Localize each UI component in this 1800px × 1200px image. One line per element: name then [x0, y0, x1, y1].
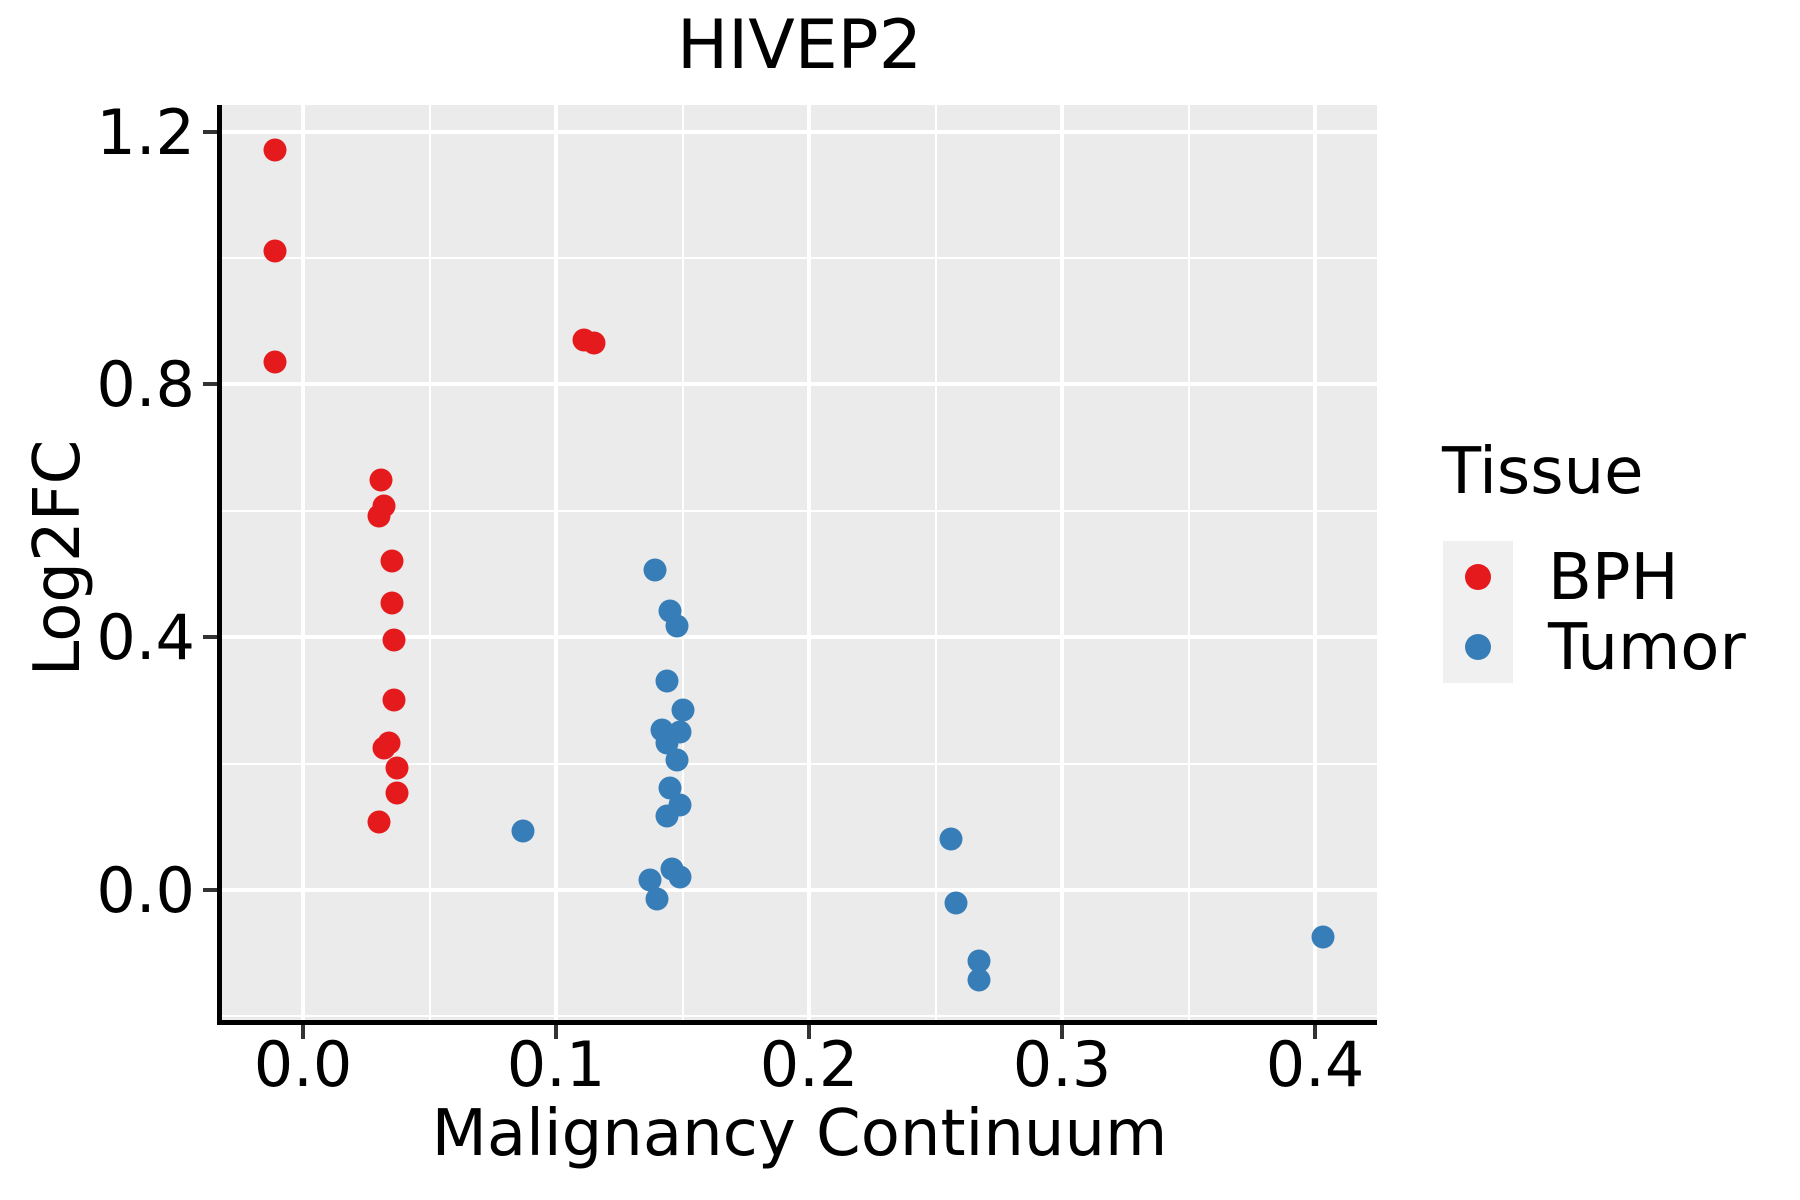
x-tick-mark [807, 1025, 811, 1039]
data-point-bph [367, 810, 391, 834]
data-point-bph [372, 736, 396, 760]
data-point-tumor [511, 819, 535, 843]
data-point-bph [582, 331, 606, 355]
y-tick-label: 1.2 [96, 95, 195, 169]
minor-gridline-y [222, 762, 1377, 765]
y-tick-mark [203, 888, 217, 892]
data-point-tumor [643, 558, 667, 582]
plot-panel [222, 105, 1377, 1020]
data-point-tumor [655, 804, 679, 828]
major-gridline-y [222, 888, 1377, 892]
minor-gridline-y [222, 1015, 1377, 1018]
data-point-bph [367, 504, 391, 528]
data-point-bph [382, 688, 406, 712]
x-tick-mark [1060, 1025, 1064, 1039]
y-tick-label: 0.0 [96, 854, 195, 927]
data-point-tumor [665, 748, 689, 772]
data-point-bph [380, 549, 404, 573]
data-point-tumor [967, 968, 990, 992]
x-axis-label: Malignancy Continuum [431, 1097, 1168, 1171]
data-point-bph [263, 138, 287, 162]
legend-key-background [1443, 541, 1513, 683]
data-point-tumor [967, 949, 990, 973]
y-tick-label: 0.4 [96, 601, 195, 675]
y-tick-mark [203, 635, 217, 640]
minor-gridline-x [1187, 105, 1190, 1020]
data-point-bph [263, 350, 287, 374]
x-tick-mark [301, 1025, 305, 1039]
major-gridline-y [222, 129, 1377, 134]
legend-title: Tissue [1442, 435, 1644, 509]
data-point-bph [380, 591, 404, 615]
major-gridline-y [222, 635, 1377, 640]
minor-gridline-x [681, 105, 684, 1020]
data-point-tumor [668, 865, 692, 889]
x-tick-mark [554, 1025, 558, 1039]
data-point-tumor [1311, 925, 1335, 949]
minor-gridline-y [222, 257, 1377, 259]
y-tick-label: 0.8 [96, 348, 195, 422]
legend-label-bph: BPH [1548, 541, 1679, 615]
major-gridline-x [1313, 105, 1317, 1020]
x-tick-label: 0.3 [1012, 1028, 1112, 1101]
legend-label-tumor: Tumor [1548, 611, 1746, 685]
minor-gridline-y [222, 509, 1377, 512]
data-point-tumor [944, 891, 968, 915]
data-point-bph [369, 468, 393, 492]
major-gridline-x [807, 105, 811, 1020]
y-tick-mark [203, 129, 217, 134]
data-point-tumor [645, 887, 669, 911]
data-point-bph [385, 756, 409, 780]
major-gridline-x [554, 105, 558, 1020]
data-point-bph [382, 628, 406, 652]
data-point-bph [263, 239, 287, 263]
major-gridline-y [222, 382, 1377, 387]
x-tick-mark [1313, 1025, 1317, 1039]
data-point-tumor [939, 827, 963, 851]
x-tick-label: 0.4 [1265, 1028, 1365, 1101]
major-gridline-x [1060, 105, 1064, 1020]
legend-swatch-tumor-icon [1465, 634, 1491, 660]
data-point-tumor [655, 669, 679, 693]
x-tick-label: 0.0 [253, 1028, 353, 1101]
data-point-tumor [638, 868, 662, 892]
y-tick-mark [203, 382, 217, 387]
data-point-tumor [665, 614, 689, 638]
data-point-tumor [671, 698, 694, 722]
legend-swatch-bph-icon [1465, 564, 1491, 590]
major-gridline-x [301, 105, 305, 1020]
y-axis-spine [217, 105, 222, 1025]
data-point-bph [385, 781, 409, 805]
y-axis-label: Log2FC [21, 439, 95, 677]
x-tick-label: 0.1 [506, 1028, 606, 1101]
x-tick-label: 0.2 [759, 1028, 859, 1101]
minor-gridline-x [428, 105, 431, 1020]
minor-gridline-x [934, 105, 937, 1020]
chart-title: HIVEP2 [677, 6, 922, 85]
x-axis-spine [217, 1020, 1377, 1025]
